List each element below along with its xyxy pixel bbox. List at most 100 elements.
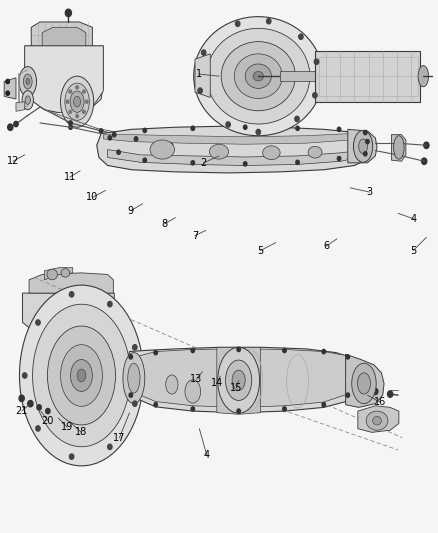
- Ellipse shape: [19, 285, 144, 466]
- Polygon shape: [315, 51, 420, 102]
- Circle shape: [237, 409, 240, 413]
- Ellipse shape: [218, 348, 260, 413]
- Circle shape: [388, 391, 393, 397]
- Circle shape: [108, 444, 112, 449]
- Circle shape: [322, 402, 325, 407]
- Ellipse shape: [71, 360, 92, 391]
- Polygon shape: [16, 102, 25, 111]
- Polygon shape: [346, 354, 384, 407]
- Circle shape: [66, 100, 69, 103]
- Circle shape: [129, 393, 133, 397]
- Ellipse shape: [70, 91, 84, 112]
- Polygon shape: [128, 349, 361, 407]
- Ellipse shape: [123, 353, 145, 403]
- Circle shape: [134, 137, 138, 141]
- Ellipse shape: [207, 28, 310, 124]
- Text: 20: 20: [42, 416, 54, 426]
- Circle shape: [8, 124, 13, 131]
- Circle shape: [424, 142, 429, 149]
- Polygon shape: [44, 268, 73, 280]
- Ellipse shape: [74, 96, 81, 107]
- Circle shape: [46, 408, 50, 414]
- Polygon shape: [195, 54, 210, 98]
- Circle shape: [6, 91, 10, 95]
- Circle shape: [36, 320, 40, 325]
- Circle shape: [366, 140, 369, 144]
- Circle shape: [337, 157, 341, 161]
- Circle shape: [237, 348, 240, 352]
- Text: 6: 6: [323, 241, 329, 251]
- Ellipse shape: [353, 131, 373, 163]
- Circle shape: [108, 136, 112, 140]
- Text: 13: 13: [190, 374, 202, 384]
- Ellipse shape: [232, 370, 245, 390]
- Circle shape: [69, 125, 72, 130]
- Circle shape: [364, 131, 367, 135]
- Text: 3: 3: [367, 187, 373, 197]
- Text: 14: 14: [211, 378, 223, 389]
- Text: 11: 11: [64, 172, 76, 182]
- Circle shape: [19, 395, 24, 401]
- Circle shape: [154, 402, 157, 407]
- Ellipse shape: [357, 373, 371, 394]
- Polygon shape: [29, 273, 113, 293]
- Text: 16: 16: [374, 397, 386, 407]
- Circle shape: [314, 59, 319, 64]
- Circle shape: [65, 9, 71, 17]
- Ellipse shape: [194, 17, 323, 136]
- Circle shape: [76, 86, 78, 89]
- Polygon shape: [358, 406, 399, 432]
- Ellipse shape: [394, 136, 404, 159]
- Text: 12: 12: [7, 156, 19, 166]
- Circle shape: [256, 130, 261, 135]
- Circle shape: [99, 129, 103, 133]
- Circle shape: [154, 351, 157, 355]
- Circle shape: [296, 126, 299, 131]
- Circle shape: [337, 127, 341, 132]
- Polygon shape: [280, 71, 315, 82]
- Polygon shape: [125, 348, 368, 413]
- Ellipse shape: [373, 416, 381, 425]
- Ellipse shape: [32, 304, 131, 447]
- Text: 17: 17: [113, 433, 126, 443]
- Circle shape: [313, 93, 317, 98]
- Polygon shape: [392, 135, 406, 161]
- Text: 5: 5: [410, 246, 417, 255]
- Polygon shape: [97, 126, 374, 173]
- Circle shape: [198, 88, 202, 93]
- Polygon shape: [348, 130, 377, 163]
- Text: 21: 21: [15, 406, 28, 416]
- Polygon shape: [25, 46, 103, 112]
- Ellipse shape: [128, 364, 140, 393]
- Circle shape: [346, 355, 350, 359]
- Circle shape: [283, 407, 286, 411]
- Polygon shape: [31, 22, 92, 46]
- Circle shape: [373, 388, 378, 394]
- Circle shape: [69, 121, 72, 125]
- Polygon shape: [108, 150, 367, 165]
- Polygon shape: [103, 133, 370, 144]
- Circle shape: [226, 122, 230, 127]
- Circle shape: [283, 349, 286, 353]
- Circle shape: [108, 302, 112, 307]
- Ellipse shape: [77, 369, 86, 382]
- Circle shape: [70, 292, 74, 297]
- Text: 2: 2: [201, 158, 207, 168]
- Circle shape: [36, 426, 40, 431]
- Circle shape: [299, 34, 303, 39]
- Circle shape: [133, 401, 137, 406]
- Ellipse shape: [366, 411, 388, 430]
- Text: 4: 4: [410, 214, 417, 224]
- Ellipse shape: [352, 364, 376, 403]
- Circle shape: [28, 400, 33, 407]
- Text: 4: 4: [204, 450, 210, 460]
- Ellipse shape: [19, 67, 36, 96]
- Ellipse shape: [221, 42, 295, 111]
- Circle shape: [37, 405, 41, 410]
- Ellipse shape: [47, 269, 57, 280]
- Circle shape: [85, 100, 88, 103]
- Text: 8: 8: [161, 219, 167, 229]
- Ellipse shape: [26, 78, 29, 85]
- Text: 15: 15: [230, 383, 243, 393]
- Ellipse shape: [47, 326, 116, 425]
